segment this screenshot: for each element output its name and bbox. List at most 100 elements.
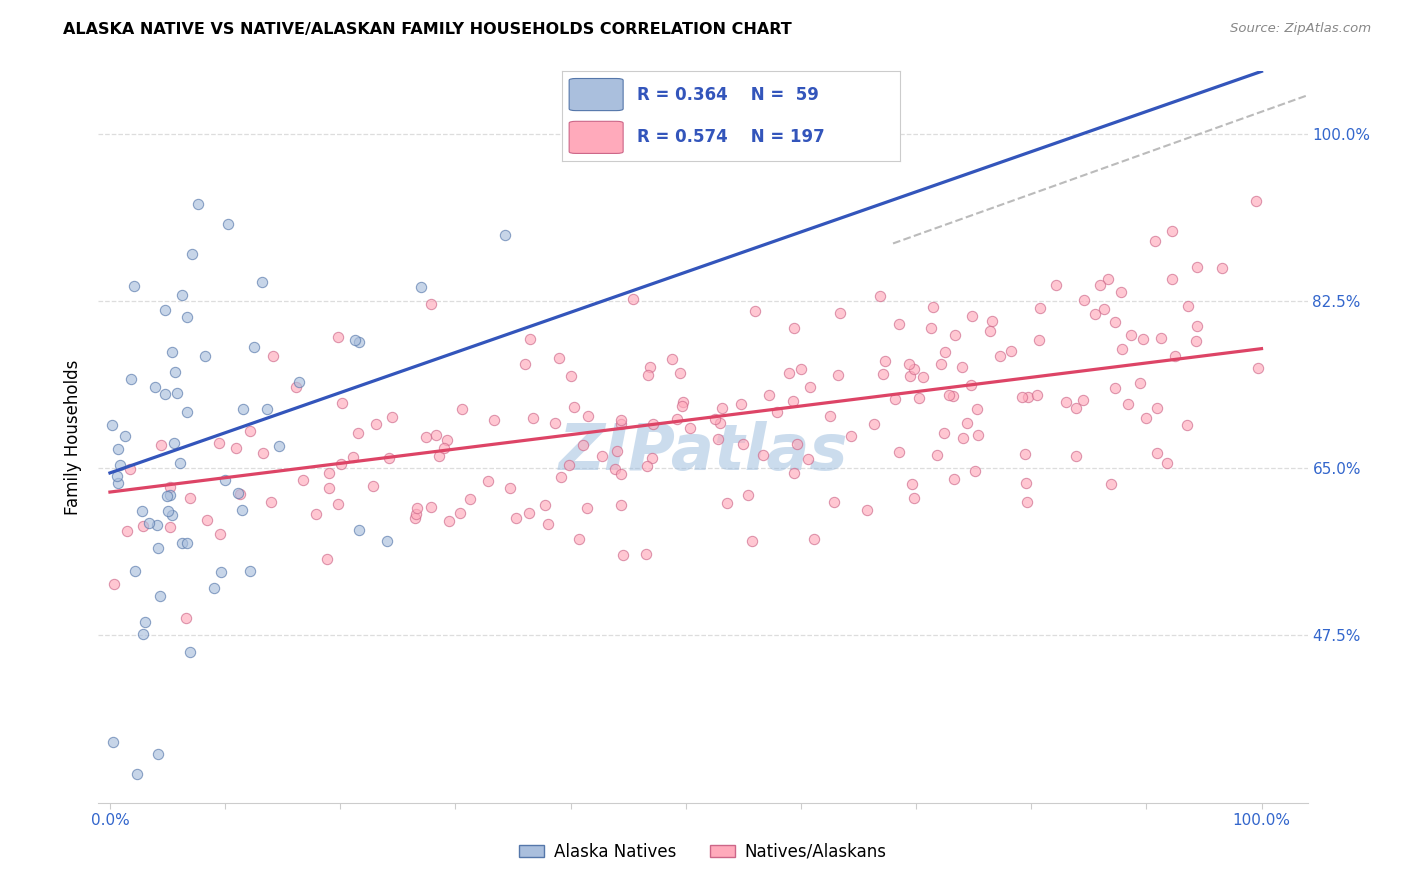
Point [439, 514, 461, 528]
Point [1014, 447, 1036, 461]
Point [741, 533, 763, 548]
Point [179, 491, 201, 505]
Point [960, 309, 983, 323]
Point [347, 523, 370, 537]
Point [1104, 315, 1126, 329]
Point [187, 197, 209, 211]
Point [548, 351, 571, 365]
Point [226, 485, 249, 500]
Point [830, 306, 852, 320]
Point [495, 227, 517, 242]
Text: ALASKA NATIVE VS NATIVE/ALASKAN FAMILY HOUSEHOLDS CORRELATION CHART: ALASKA NATIVE VS NATIVE/ALASKAN FAMILY H… [63, 22, 792, 37]
Point [170, 288, 193, 302]
Point [482, 412, 505, 426]
Point [316, 552, 339, 566]
Point [591, 449, 613, 463]
Point [786, 437, 808, 451]
Point [202, 581, 225, 595]
Point [326, 330, 349, 344]
Point [1175, 418, 1198, 433]
Point [900, 368, 922, 383]
Point [610, 413, 633, 427]
Point [827, 368, 849, 382]
Point [114, 429, 136, 443]
Point [132, 626, 155, 640]
Point [1054, 395, 1077, 409]
Point [505, 510, 527, 524]
Point [125, 767, 148, 781]
Point [1146, 446, 1168, 460]
Point [869, 288, 891, 302]
Point [162, 508, 184, 522]
Point [1146, 401, 1168, 416]
Point [404, 511, 426, 525]
Point [1185, 319, 1208, 334]
Point [920, 320, 942, 334]
Point [960, 377, 983, 392]
Point [927, 448, 949, 462]
Point [716, 496, 738, 510]
Point [610, 498, 633, 512]
Point [1164, 349, 1187, 363]
Point [797, 451, 820, 466]
Y-axis label: Family Households: Family Households [65, 359, 83, 515]
Point [560, 369, 582, 384]
Point [1116, 397, 1139, 411]
Point [1119, 327, 1142, 342]
Point [176, 310, 198, 324]
Point [1135, 410, 1157, 425]
Point [621, 293, 644, 307]
Point [782, 393, 804, 408]
Point [1184, 334, 1206, 348]
Point [1064, 401, 1087, 415]
Point [499, 481, 522, 495]
Point [181, 246, 204, 260]
Point [799, 379, 821, 393]
Point [361, 479, 384, 493]
Point [950, 359, 973, 374]
Point [666, 412, 689, 426]
Point [790, 362, 813, 376]
Point [537, 517, 560, 532]
Point [1099, 477, 1122, 491]
Point [966, 427, 988, 442]
Point [115, 524, 138, 539]
Point [134, 615, 156, 629]
Point [1084, 307, 1107, 321]
Point [232, 401, 254, 416]
Point [980, 314, 1002, 328]
Point [1015, 494, 1038, 508]
Point [1246, 194, 1268, 209]
Point [1073, 393, 1095, 408]
Point [156, 503, 179, 517]
Point [477, 474, 499, 488]
Point [522, 410, 544, 425]
Point [557, 458, 579, 473]
Point [318, 481, 340, 495]
Point [744, 304, 766, 318]
Point [568, 533, 591, 547]
Point [672, 394, 695, 409]
Point [231, 503, 253, 517]
Point [375, 533, 398, 548]
Point [955, 416, 977, 430]
FancyBboxPatch shape [569, 121, 623, 153]
Point [1177, 299, 1199, 313]
Point [346, 425, 368, 440]
Point [149, 438, 172, 452]
Point [818, 409, 841, 423]
Point [783, 466, 806, 480]
Point [176, 405, 198, 419]
Point [610, 417, 633, 431]
Point [966, 401, 988, 416]
Point [636, 458, 658, 473]
Point [342, 450, 364, 465]
Point [1011, 390, 1033, 404]
Point [170, 536, 193, 550]
Point [766, 404, 789, 418]
Point [938, 388, 960, 402]
Point [963, 464, 986, 478]
Point [1045, 278, 1067, 293]
Point [217, 217, 239, 231]
Point [979, 324, 1001, 338]
